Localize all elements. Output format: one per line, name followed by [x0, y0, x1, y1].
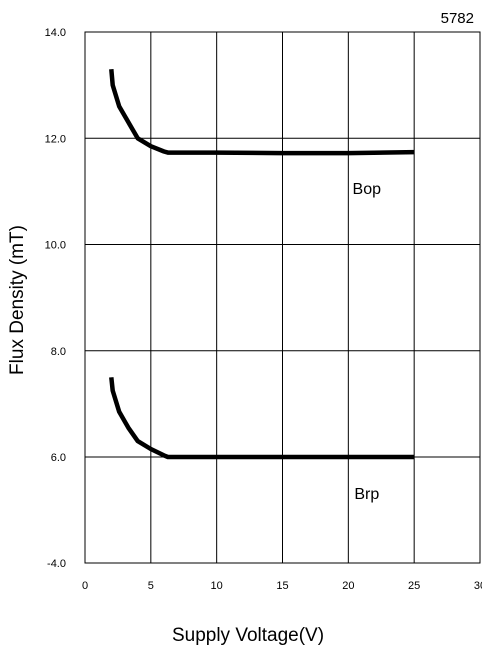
- y-tick-label: 10.0: [45, 240, 66, 252]
- chart-code-label: 5782: [441, 10, 474, 27]
- x-tick-labels: 0 5 10 15 20 25 30: [82, 580, 482, 592]
- x-axis-label: Supply Voltage(V): [172, 625, 324, 646]
- y-tick-label: 8.0: [51, 346, 66, 358]
- plot-frame: [84, 31, 481, 564]
- y-tick-label: -4.0: [47, 558, 66, 570]
- y-tick-label: 14.0: [45, 27, 66, 39]
- y-tick-label: 6.0: [51, 452, 66, 464]
- x-tick-label: 10: [211, 580, 223, 592]
- x-tick-label: 30: [474, 580, 482, 592]
- x-tick-label: 20: [342, 580, 354, 592]
- grid: [85, 32, 480, 563]
- y-axis-label: Flux Density (mT): [7, 225, 28, 375]
- y-tick-labels: -4.0 6.0 8.0 10.0 12.0 14.0: [45, 27, 66, 570]
- series-lines: [109, 69, 415, 460]
- x-tick-label: 15: [276, 580, 288, 592]
- series-label-brp: Brp: [354, 486, 379, 503]
- series-line-bop: [109, 69, 415, 156]
- series-line-brp: [109, 377, 415, 460]
- y-tick-label: 12.0: [45, 133, 66, 145]
- plot-border: [84, 31, 481, 564]
- x-tick-label: 0: [82, 580, 88, 592]
- x-tick-label: 5: [148, 580, 154, 592]
- series-label-bop: Bop: [353, 181, 382, 198]
- x-tick-label: 25: [408, 580, 420, 592]
- series-labels: Bop Brp: [353, 181, 382, 503]
